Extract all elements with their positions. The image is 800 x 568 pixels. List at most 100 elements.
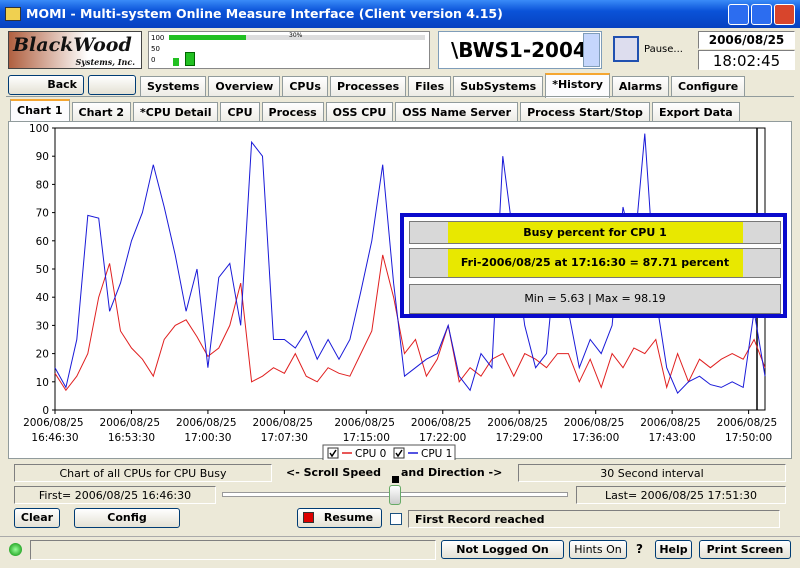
x-tick-date: 2006/08/25: [23, 417, 87, 429]
tab[interactable]: Alarms: [611, 76, 670, 97]
resume-icon: [303, 512, 314, 523]
x-tick-time: 17:07:30: [261, 432, 308, 444]
tab[interactable]: SubSystems: [453, 76, 544, 97]
status-message: [30, 540, 436, 560]
pause-button[interactable]: Pause...: [608, 31, 696, 69]
x-tick-label: 2006/08/25 17:15:00: [334, 417, 398, 444]
maximize-button[interactable]: [751, 4, 772, 25]
hints-button[interactable]: Hints On: [569, 540, 627, 559]
slider-thumb[interactable]: [389, 485, 401, 505]
tab[interactable]: Chart 2: [71, 102, 131, 123]
series-line: [54, 133, 766, 394]
scroll-label-right: and Direction ->: [401, 466, 503, 479]
x-tick-time: 17:50:00: [725, 432, 772, 444]
legend-label: CPU 1: [421, 448, 452, 460]
tab[interactable]: CPUs: [282, 76, 328, 97]
y-tick-label: 60: [36, 236, 49, 248]
first-record-checkbox[interactable]: [390, 513, 402, 525]
x-tick-date: 2006/08/25: [487, 417, 551, 429]
pause-label: Pause...: [644, 44, 683, 55]
tab[interactable]: Export Data: [651, 102, 740, 123]
tab[interactable]: Processes: [329, 76, 407, 97]
login-button[interactable]: Not Logged On: [441, 540, 564, 559]
question-mark[interactable]: ?: [636, 542, 643, 556]
app-icon: [5, 7, 21, 21]
tab[interactable]: Overview: [208, 76, 281, 97]
system-selector[interactable]: \BWS1-2004: [438, 31, 602, 69]
forward-button[interactable]: [88, 75, 136, 95]
tab[interactable]: *History: [545, 73, 610, 98]
x-tick-label: 2006/08/25 17:29:00: [487, 417, 551, 444]
close-button[interactable]: [774, 4, 795, 25]
x-tick-time: 17:15:00: [343, 432, 390, 444]
print-button[interactable]: Print Screen: [699, 540, 791, 559]
meter-fill: [169, 35, 246, 40]
logo-text: BlackWood: [13, 34, 132, 56]
resume-button[interactable]: Resume: [297, 508, 382, 528]
tab[interactable]: Files: [408, 76, 452, 97]
y-tick-label: 30: [36, 320, 49, 332]
clear-button[interactable]: Clear: [14, 508, 60, 528]
minimize-button[interactable]: [728, 4, 749, 25]
x-tick-date: 2006/08/25: [334, 417, 398, 429]
tab[interactable]: Chart 1: [10, 99, 70, 124]
x-tick-time: 16:53:30: [108, 432, 155, 444]
x-tick-label: 2006/08/25 17:50:00: [717, 417, 781, 444]
meter-bar: [173, 58, 179, 66]
x-tick-date: 2006/08/25: [252, 417, 316, 429]
x-tick-label: 2006/08/25 17:00:30: [176, 417, 240, 444]
x-tick-label: 2006/08/25 16:46:30: [23, 417, 87, 444]
tab[interactable]: *CPU Detail: [133, 102, 219, 123]
tooltip-title-row: Busy percent for CPU 1: [409, 221, 781, 244]
legend-box: [322, 444, 456, 460]
tab[interactable]: OSS CPU: [325, 102, 394, 123]
last-display: Last= 2006/08/25 17:51:30: [576, 486, 786, 504]
config-button[interactable]: Config: [74, 508, 180, 528]
x-tick-date: 2006/08/25: [176, 417, 240, 429]
status-led: [9, 543, 22, 556]
main-tabs: Systems Overview CPUs Processes Files SubSyst…: [140, 73, 746, 98]
chart-tabs: Chart 1 Chart 2 *CPU Detail CPU Process OSS C…: [10, 99, 740, 124]
meter-bar: [185, 52, 195, 66]
y-tick-label: 40: [36, 292, 49, 304]
x-tick-label: 2006/08/25 17:43:00: [640, 417, 704, 444]
x-tick-time: 17:36:00: [572, 432, 619, 444]
x-tick-label: 2006/08/25 17:07:30: [252, 417, 316, 444]
legend-check: [395, 449, 403, 458]
meter-scale-label: 0: [151, 56, 156, 64]
chart: 0 10 20 30 40 50 60 70 80 90 100 2006/08/25 16:46:3…: [23, 123, 781, 460]
cpu-meter: 100 50 0 30%: [148, 31, 430, 69]
back-label: Back: [47, 78, 77, 91]
meter-track: [169, 35, 425, 40]
y-tick-label: 80: [36, 179, 49, 191]
window-title: MOMI - Multi-system Online Measure Inter…: [26, 6, 503, 21]
dropdown-arrow[interactable]: [583, 33, 600, 67]
time-display: 18:02:45: [698, 50, 795, 70]
meter-label: 30%: [289, 32, 303, 39]
x-tick-time: 17:43:00: [649, 432, 696, 444]
tab[interactable]: Process Start/Stop: [520, 102, 650, 123]
tooltip-detail-row: Fri-2006/08/25 at 17:16:30 = 87.71 perce…: [409, 248, 781, 278]
help-button[interactable]: Help: [655, 540, 692, 559]
y-tick-label: 90: [36, 151, 49, 163]
tab[interactable]: Process: [261, 102, 324, 123]
scroll-label-left: <- Scroll Speed: [286, 466, 381, 479]
x-tick-date: 2006/08/25: [411, 417, 475, 429]
tab[interactable]: CPU: [220, 102, 260, 123]
chart-caption: Chart of all CPUs for CPU Busy: [14, 464, 272, 482]
legend-checkbox: [393, 447, 405, 459]
tab[interactable]: Configure: [671, 76, 746, 97]
legend-label: CPU 0: [355, 448, 386, 460]
tab-divider: [6, 96, 794, 97]
x-tick-date: 2006/08/25: [717, 417, 781, 429]
tab[interactable]: OSS Name Server: [395, 102, 519, 123]
tab[interactable]: Systems: [140, 76, 207, 97]
legend-checkbox: [327, 447, 339, 459]
resume-label: Resume: [323, 511, 374, 524]
network-icon: [613, 36, 639, 62]
y-tick-label: 70: [36, 208, 49, 220]
x-tick-date: 2006/08/25: [100, 417, 164, 429]
back-button[interactable]: Back: [8, 75, 84, 95]
system-name: \BWS1-2004: [451, 38, 587, 62]
tooltip: Busy percent for CPU 1 Fri-2006/08/25 at…: [400, 213, 787, 318]
